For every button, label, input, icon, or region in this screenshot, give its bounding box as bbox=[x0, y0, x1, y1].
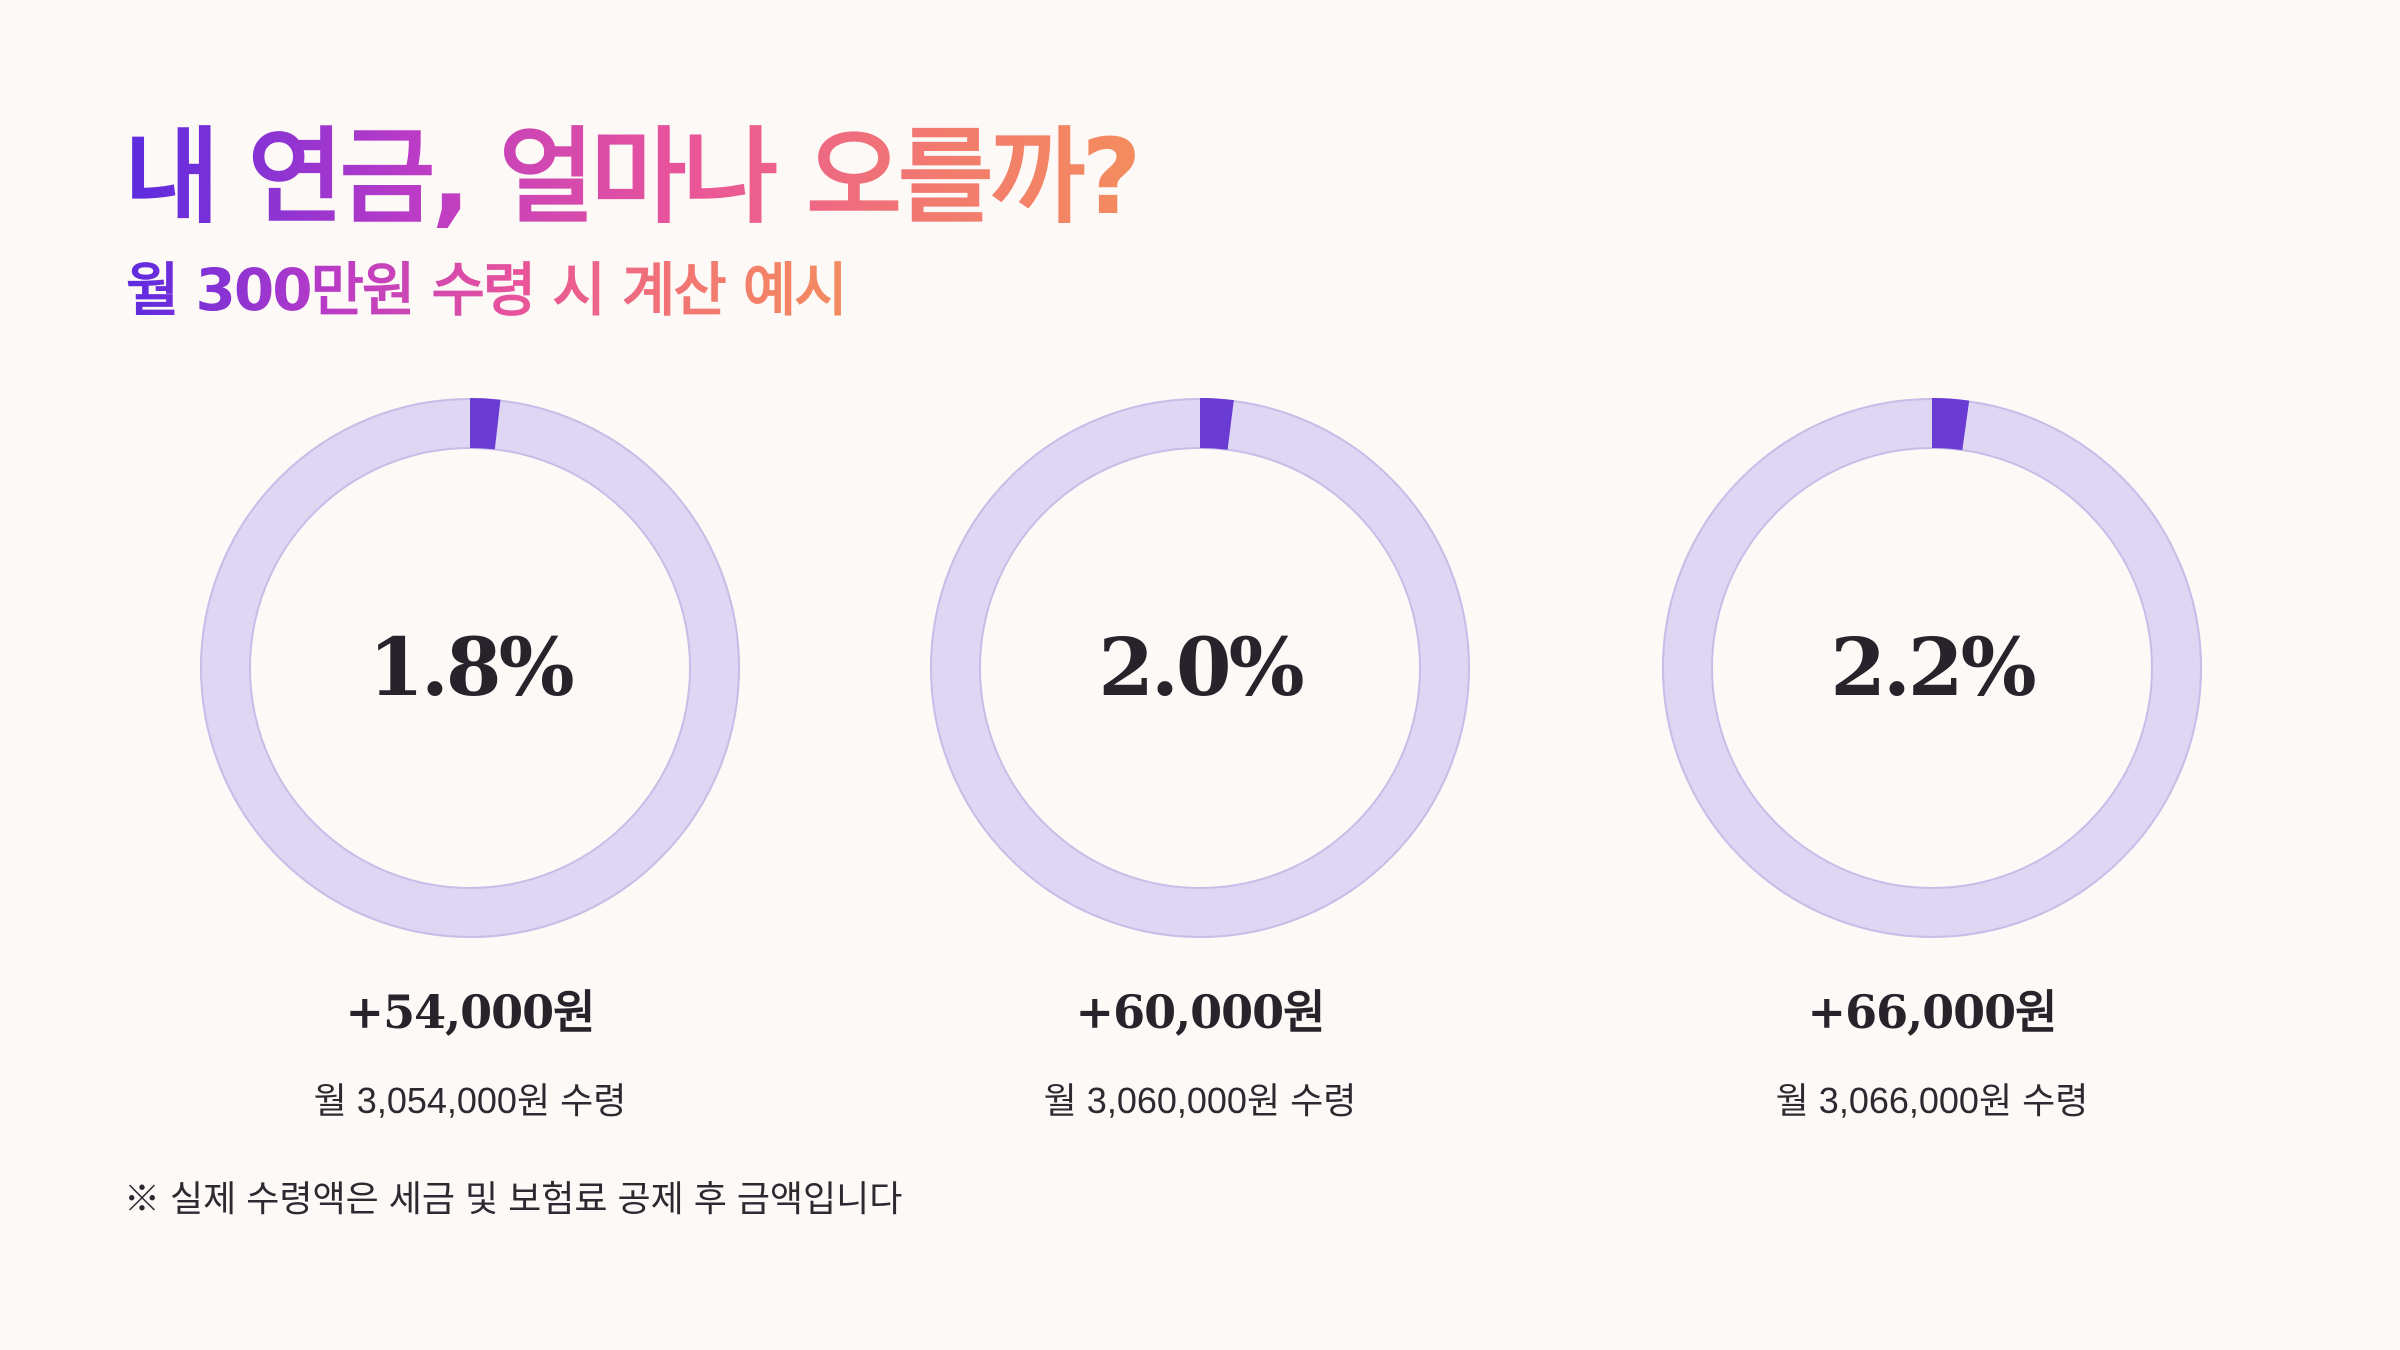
donut-chart bbox=[1662, 398, 2202, 938]
percent-label: 2.2% bbox=[1830, 620, 2036, 714]
increase-amount: +54,000원 bbox=[345, 985, 596, 1039]
donut-card: 1.8% +54,000원 월 3,054,000원 수령 bbox=[190, 398, 750, 1138]
page-title: 내 연금, 얼마나 오를까? bbox=[124, 116, 1142, 238]
donut-chart bbox=[930, 398, 1470, 938]
page-subtitle: 월 300만원 수령 시 계산 예시 bbox=[126, 256, 848, 324]
donut-chart bbox=[200, 398, 740, 938]
donut-segment bbox=[1932, 398, 1970, 451]
monthly-amount: 월 3,054,000원 수령 bbox=[313, 1080, 627, 1121]
increase-amount: +60,000원 bbox=[1075, 985, 1326, 1039]
donut-segment bbox=[1200, 398, 1234, 450]
donut-card: 2.0% +60,000원 월 3,060,000원 수령 bbox=[920, 398, 1480, 1138]
increase-amount: +66,000원 bbox=[1807, 985, 2058, 1039]
monthly-amount: 월 3,060,000원 수령 bbox=[1043, 1080, 1357, 1121]
percent-label: 2.0% bbox=[1098, 620, 1304, 714]
footnote: ※ 실제 수령액은 세금 및 보험료 공제 후 금액입니다 bbox=[124, 1178, 903, 1219]
percent-label: 1.8% bbox=[368, 620, 574, 714]
donut-card: 2.2% +66,000원 월 3,066,000원 수령 bbox=[1652, 398, 2212, 1138]
donut-segment bbox=[470, 398, 501, 450]
monthly-amount: 월 3,066,000원 수령 bbox=[1775, 1080, 2089, 1121]
